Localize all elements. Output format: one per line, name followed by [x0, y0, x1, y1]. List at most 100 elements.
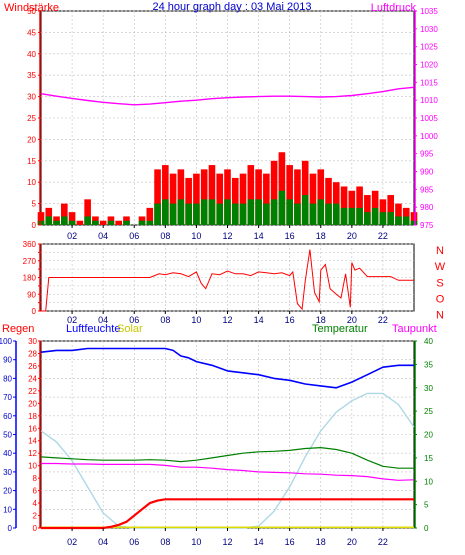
gust-bar	[146, 207, 154, 225]
rain-y-tick-label: 16	[28, 424, 37, 433]
gust-bar	[68, 212, 76, 225]
avg-wind-bar	[239, 203, 247, 225]
gust-bar	[99, 220, 107, 225]
rain-y-tick-label: 14	[28, 437, 37, 446]
direction-y-tick-label: 0	[32, 307, 37, 316]
avg-wind-bar	[286, 199, 293, 225]
avg-wind-bar	[387, 212, 394, 225]
avg-wind-bar	[169, 203, 177, 225]
wind-y-tick-label: 35	[27, 71, 36, 80]
rain-y-tick-label: 4	[33, 499, 38, 508]
wind-y-tick-label: 20	[27, 135, 36, 144]
rain-y-tick-label: 22	[28, 387, 37, 396]
avg-wind-bar	[410, 220, 418, 225]
wind-direction-line	[41, 249, 414, 312]
rain-y-tick-label: 18	[28, 412, 37, 421]
x-tick-label: 04	[98, 231, 108, 241]
temp-y-tick-label: 10	[424, 477, 433, 486]
humidity-y-tick-label: 0	[8, 524, 13, 533]
x-tick-label: 08	[160, 231, 170, 241]
x-tick-label: 22	[378, 315, 388, 325]
humidity-y-tick-label: 60	[3, 412, 12, 421]
x-tick-label: 14	[254, 315, 264, 325]
temp-y-tick-label: 5	[424, 501, 429, 510]
compass-label: N	[436, 245, 444, 257]
x-tick-label: 08	[160, 315, 170, 325]
wind-y-tick-label: 45	[27, 28, 36, 37]
x-tick-label: 02	[67, 231, 77, 241]
wind-pressure-panel: 0510152025303540455097598098599099510001…	[4, 1, 438, 241]
humidity-y-tick-label: 70	[3, 393, 12, 402]
wind-y-tick-label: 25	[27, 114, 36, 123]
wind-y-tick-label: 30	[27, 93, 36, 102]
x-tick-label: 02	[67, 315, 77, 325]
avg-wind-bar	[185, 203, 192, 225]
direction-y-tick-label: 90	[27, 290, 36, 299]
avg-wind-bar	[123, 220, 130, 225]
gust-bar	[317, 169, 325, 225]
x-tick-label: 18	[316, 231, 326, 241]
wind-y-tick-label: 0	[32, 221, 37, 230]
wind-y-tick-label: 5	[32, 200, 37, 209]
avg-wind-bar	[309, 203, 317, 225]
avg-wind-bar	[138, 220, 146, 225]
gust-bar	[395, 203, 402, 225]
avg-wind-bar	[37, 220, 45, 225]
x-tick-label: 06	[129, 537, 139, 547]
rain-y-tick-label: 0	[33, 524, 38, 533]
rain-y-tick-label: 12	[28, 449, 37, 458]
gust-bar	[278, 152, 286, 225]
x-tick-label: 16	[285, 315, 295, 325]
avg-wind-bar	[364, 212, 371, 225]
pressure-axis-label: Luftdruck	[371, 2, 417, 14]
avg-wind-bar	[231, 203, 239, 225]
gust-bar	[387, 195, 394, 225]
humidity-axis-label: Luftfeuchte	[66, 323, 120, 335]
x-tick-label: 12	[222, 231, 232, 241]
wind-axis-label: Windstärke	[4, 2, 59, 14]
avg-wind-bar	[146, 220, 154, 225]
x-tick-label: 22	[378, 537, 388, 547]
x-tick-label: 12	[222, 315, 232, 325]
dewpoint-axis-label: Taupunkt	[392, 323, 437, 335]
x-tick-label: 06	[129, 315, 139, 325]
temp-y-tick-label: 15	[424, 454, 433, 463]
avg-wind-bar	[278, 190, 286, 225]
avg-wind-bar	[395, 216, 402, 225]
x-tick-label: 04	[98, 315, 108, 325]
pressure-y-tick-label: 1035	[420, 7, 438, 16]
gust-bar	[247, 165, 255, 225]
x-tick-label: 10	[191, 231, 201, 241]
solar-axis-label: Solar	[117, 323, 143, 335]
pressure-y-tick-label: 985	[420, 185, 434, 194]
gust-bar	[294, 169, 301, 225]
avg-wind-bar	[107, 220, 115, 225]
gust-bar	[309, 173, 317, 225]
x-tick-label: 16	[285, 231, 295, 241]
wind-bars	[37, 152, 418, 225]
avg-wind-bar	[325, 203, 332, 225]
avg-wind-bar	[154, 203, 161, 225]
x-tick-label: 02	[67, 537, 77, 547]
chart-title: 24 hour graph day : 03 Mai 2013	[152, 1, 311, 13]
wind-pressure-axes: 0510152025303540455097598098599099510001…	[27, 7, 438, 241]
avg-wind-bar	[379, 212, 387, 225]
x-tick-label: 14	[254, 231, 264, 241]
avg-wind-bar	[193, 203, 200, 225]
avg-wind-bar	[356, 207, 363, 225]
gust-bar	[162, 165, 169, 225]
gust-bar	[286, 165, 293, 225]
humidity-y-tick-label: 10	[3, 505, 12, 514]
temperature-axis-label: Temperatur	[312, 323, 368, 335]
pressure-y-tick-label: 1020	[420, 61, 438, 70]
gust-bar	[200, 169, 208, 225]
gust-bar	[263, 173, 270, 225]
x-tick-label: 12	[222, 537, 232, 547]
x-tick-label: 18	[316, 537, 326, 547]
temperature-series-line	[40, 447, 414, 469]
rain-y-tick-label: 20	[28, 399, 37, 408]
compass-label: N	[436, 310, 444, 322]
direction-y-tick-label: 180	[23, 274, 37, 283]
x-tick-label: 20	[347, 315, 357, 325]
avg-wind-bar	[371, 207, 379, 225]
